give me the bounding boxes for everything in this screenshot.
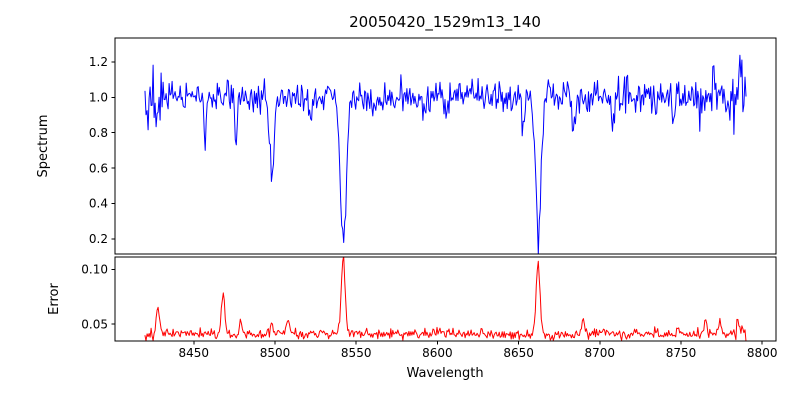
spectrum-y-axis-label: Spectrum <box>36 115 51 178</box>
y-tick-label: 1.2 <box>89 55 108 69</box>
x-axis-ticks: 8450 8500 8550 8600 8650 8700 8750 8800 <box>179 341 778 360</box>
x-tick-label: 8450 <box>179 346 210 360</box>
x-tick-label: 8800 <box>747 346 778 360</box>
y-tick-label: 0.05 <box>81 317 108 331</box>
x-tick-label: 8650 <box>503 346 534 360</box>
error-axes-frame <box>114 256 777 342</box>
x-tick-label: 8550 <box>341 346 372 360</box>
y-tick-label: 0.10 <box>81 263 108 277</box>
y-tick-label: 0.8 <box>89 126 108 140</box>
error-y-axis-label: Error <box>47 283 62 315</box>
x-axis-label: Wavelength <box>406 366 483 381</box>
y-tick-label: 0.6 <box>89 161 108 175</box>
chart-title: 20050420_1529m13_140 <box>349 13 541 32</box>
spectrum-line-group <box>144 54 747 254</box>
y-tick-label: 0.4 <box>89 197 108 211</box>
error-line-group <box>144 257 747 341</box>
x-tick-label: 8750 <box>666 346 697 360</box>
spectrum-line <box>144 54 747 254</box>
x-tick-label: 8600 <box>422 346 453 360</box>
y-tick-label: 1.0 <box>89 91 108 105</box>
x-tick-label: 8500 <box>260 346 291 360</box>
spectrum-y-axis-ticks: 0.2 0.4 0.6 0.8 1.0 1.2 <box>89 55 115 246</box>
error-line <box>144 257 747 341</box>
y-tick-label: 0.2 <box>89 232 108 246</box>
spectrum-axes-frame <box>114 37 777 255</box>
x-tick-label: 8700 <box>585 346 616 360</box>
error-y-axis-ticks: 0.05 0.10 <box>81 263 115 331</box>
